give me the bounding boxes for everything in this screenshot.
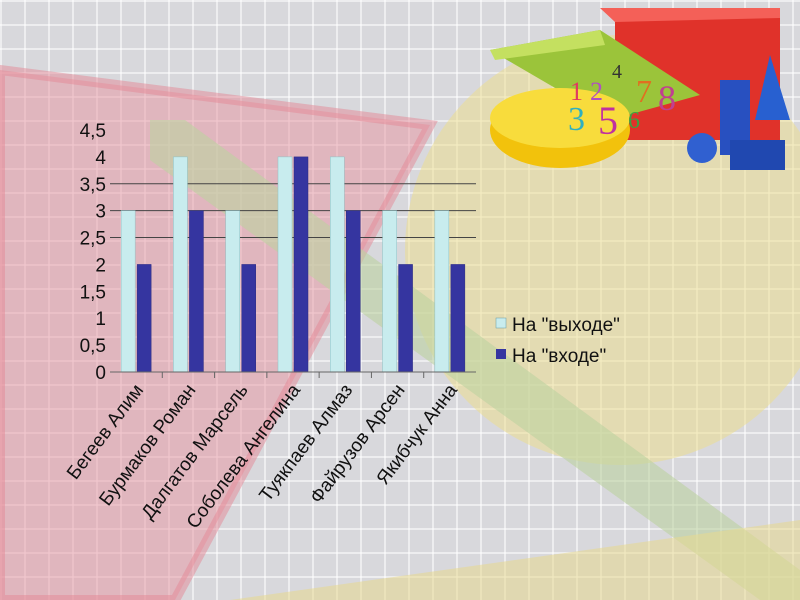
bar-input: [398, 264, 413, 373]
legend-swatch-input: [496, 349, 506, 359]
bars: [120, 156, 466, 373]
y-tick-label: 0: [95, 363, 106, 384]
bar-input: [189, 210, 204, 373]
green-band-shape: [150, 120, 800, 600]
bar-input: [450, 264, 466, 373]
y-tick-label: 4: [95, 148, 106, 169]
svg-text:2: 2: [590, 77, 603, 106]
svg-text:8: 8: [658, 78, 676, 118]
svg-text:5: 5: [598, 98, 618, 143]
category-label: Туякпаев Алмаз: [256, 380, 358, 505]
bar-output: [330, 156, 345, 373]
bar-input: [241, 264, 256, 373]
category-label: Файрузов Арсен: [306, 380, 409, 507]
yellow-triangle-shape: [230, 520, 800, 600]
svg-text:4: 4: [612, 61, 622, 83]
legend: На "выходе" На "входе": [495, 315, 620, 367]
bar-output: [173, 156, 188, 373]
axes: [110, 371, 476, 378]
legend-label-input: На "входе": [512, 346, 606, 367]
y-tick-label: 4,5: [80, 121, 106, 142]
legend-swatch-output: [495, 317, 507, 329]
y-tick-label: 2: [95, 255, 106, 276]
svg-text:3: 3: [568, 101, 585, 138]
bar-input: [346, 210, 361, 373]
y-tick-label: 0,5: [80, 336, 106, 357]
bar-output: [434, 210, 450, 373]
y-tick-labels: 0 0,5 1 1,5 2 2,5 3 3,5 4 4,5: [80, 121, 107, 384]
svg-text:6: 6: [628, 108, 640, 134]
bar-output: [120, 210, 136, 373]
geometry-shapes-illustration: 1 2 4 7 8 3 5 6: [490, 8, 790, 170]
y-tick-label: 2,5: [80, 229, 106, 250]
bar-output: [277, 156, 293, 373]
y-tick-label: 3: [95, 202, 106, 223]
bar-output: [225, 210, 240, 373]
grid-lines: [110, 183, 476, 239]
bar-input: [293, 156, 309, 373]
y-tick-label: 1: [95, 309, 106, 330]
category-label: Бурмаков Роман: [95, 380, 200, 510]
y-tick-label: 3,5: [80, 175, 106, 196]
y-tick-label: 1,5: [80, 282, 106, 303]
legend-label-output: На "выходе": [512, 315, 620, 336]
svg-text:7: 7: [636, 73, 652, 109]
pink-triangle-shape: [0, 70, 430, 600]
bar-output: [382, 210, 397, 373]
pink-triangle-outline: [0, 64, 438, 600]
svg-text:1: 1: [570, 77, 583, 106]
bar-input: [136, 264, 152, 373]
